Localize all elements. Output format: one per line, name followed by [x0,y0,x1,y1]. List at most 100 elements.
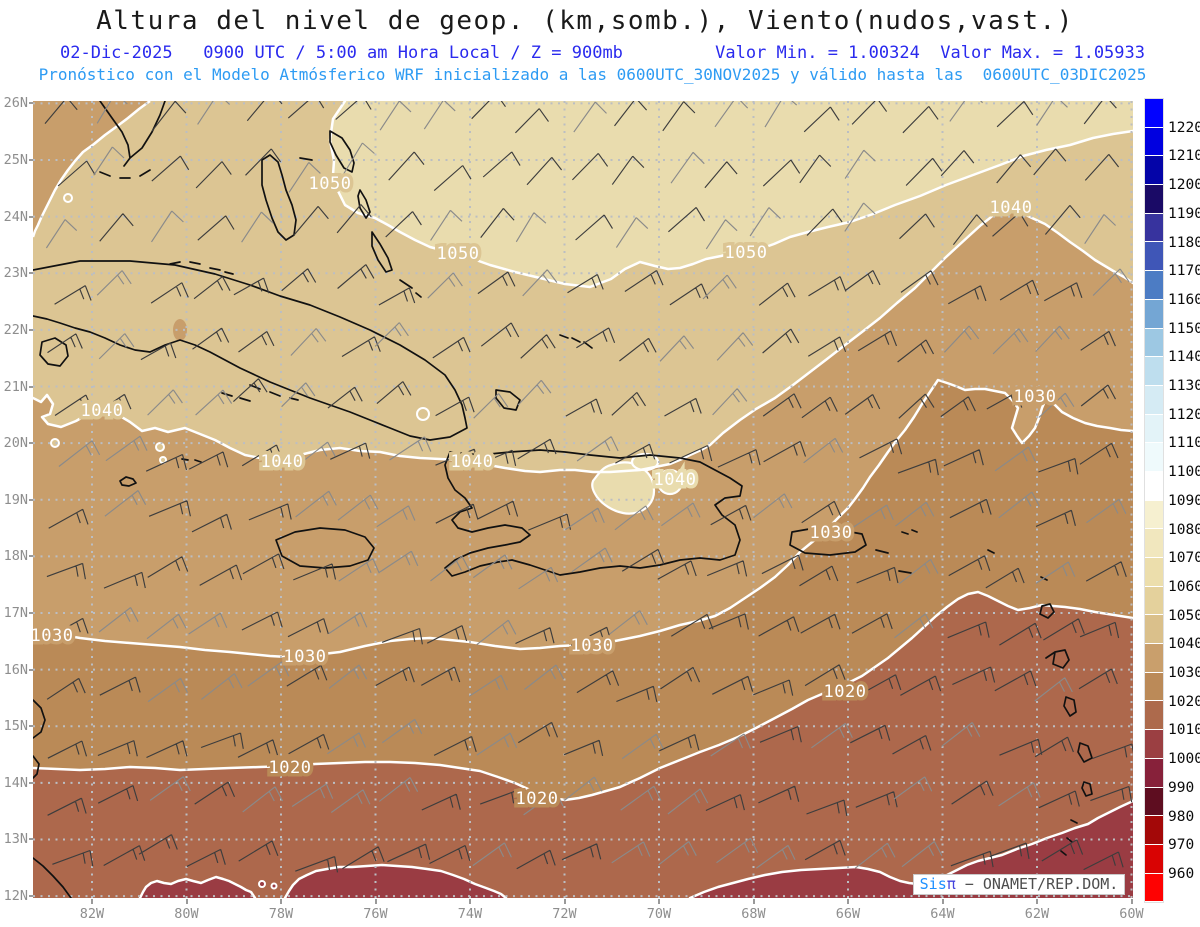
colorbar-segment [1145,127,1163,157]
colorbar-tick-label: 1050 [1168,607,1200,624]
lat-tick [29,781,33,784]
contour-label: 1040 [81,401,124,421]
colorbar-tick-label: 1150 [1168,320,1200,337]
colorbar-tick-label: 1180 [1168,234,1200,251]
colorbar-tick-label: 1070 [1168,550,1200,567]
terrain-patch-cuba [173,319,187,341]
band-1050-1060 [330,101,1133,287]
contour-1040-nw [33,101,151,238]
lat-tick [29,159,33,162]
coastline [329,130,355,173]
lat-label: 15N [3,718,28,735]
colorbar-tick-label: 1000 [1168,751,1200,768]
contour-label: 1040 [261,452,304,472]
watermark-source: − ONAMET/REP.DOM. [955,875,1119,893]
lat-label: 23N [3,265,28,282]
colorbar-tick-label: 1020 [1168,693,1200,710]
lon-tick [847,899,849,904]
terrain-high-patch [656,468,684,496]
pi-logo-icon: π [946,875,956,893]
lat-label: 21N [3,378,28,395]
lat-tick [29,272,33,275]
lon-label: 62W [1024,906,1050,922]
lat-label: 25N [3,152,28,169]
lon-label: 60W [1119,906,1144,922]
colorbar-segment [1145,185,1163,214]
coastline [399,279,422,298]
lat-tick [29,498,33,501]
contour-label: 1050 [309,174,352,194]
contour-ring [155,442,165,452]
coastline [119,458,202,487]
lon-tick [91,899,93,904]
contour-1050 [328,101,1133,289]
colorbar-tick-label: 1160 [1168,291,1200,308]
lat-label: 12N [3,888,28,905]
lon-label: 72W [552,906,577,922]
colorbar-tick-label: 1190 [1168,205,1200,222]
contour-label: 1030 [1014,387,1057,407]
coastline [559,334,593,349]
coastline [39,337,69,367]
colorbar-tick-label: 1030 [1168,665,1200,681]
colorbar-segment [1145,271,1163,300]
wind-barbs [44,101,1133,873]
contour-label: 1030 [284,647,327,667]
lon-label: 82W [79,906,105,922]
colorbar-tick-label: 990 [1168,779,1195,796]
lat-tick [29,215,33,218]
lat-tick [29,385,33,388]
coastline [357,189,371,219]
coastline [1045,649,1070,669]
colorbar-segment [1145,730,1163,759]
lon-label: 78W [268,906,294,922]
colorbar-segment [1145,299,1163,329]
colorbar-tick-label: 1140 [1168,349,1200,366]
colorbar-segment [1145,787,1163,817]
colorbar-tick-label: 1210 [1168,148,1200,165]
lon-label: 66W [835,906,861,922]
subtitle-row: 02-Dic-2025 0900 UTC / 5:00 am Hora Loca… [60,43,1145,63]
contour-label: 1020 [269,758,312,778]
colorbar-tick-label: 1200 [1168,177,1200,194]
lat-tick [29,725,33,728]
contour-1020 [33,590,1133,802]
lat-tick [29,555,33,558]
contour-label: 1050 [437,244,480,264]
colorbar-segment [1145,99,1163,128]
contour-label: 1030 [33,626,73,646]
contour-1030 [33,378,1133,659]
lat-tick [29,895,33,898]
colorbar-tick-label: 1110 [1168,435,1200,452]
lat-label: 19N [3,491,28,508]
colorbar-segment [1145,242,1163,272]
coastline [99,101,166,179]
watermark-badge: Sisπ − ONAMET/REP.DOM. [913,874,1125,895]
lat-label: 26N [3,95,28,112]
colorbar-segment [1145,644,1163,673]
colorbar-segment [1145,558,1163,587]
colorbar-segment [1145,701,1163,731]
watermark-brand: Sis [919,875,947,893]
band-1000-1010-blob [285,865,506,898]
contour-label: 1020 [824,682,867,702]
colorbar-segment [1145,529,1163,558]
colorbar-tick-label: 1100 [1168,464,1200,481]
lon-label: 70W [646,906,672,922]
lon-tick [941,899,944,904]
lon-label: 64W [930,906,955,922]
lon-label: 74W [457,906,483,922]
colorbar-segment [1145,844,1163,874]
coastline [33,857,72,898]
lon-tick [1130,899,1133,904]
contour-label: 1040 [654,470,697,490]
lat-tick [29,442,33,445]
colorbar-tick-label: 970 [1168,837,1195,854]
colorbar-segment [1145,357,1163,386]
coastline [1077,742,1093,763]
lat-label: 22N [3,321,28,338]
colorbar-tick-label: 1060 [1168,578,1200,595]
valid-time-text: 02-Dic-2025 0900 UTC / 5:00 am Hora Loca… [60,43,623,63]
lat-label: 13N [3,831,28,848]
